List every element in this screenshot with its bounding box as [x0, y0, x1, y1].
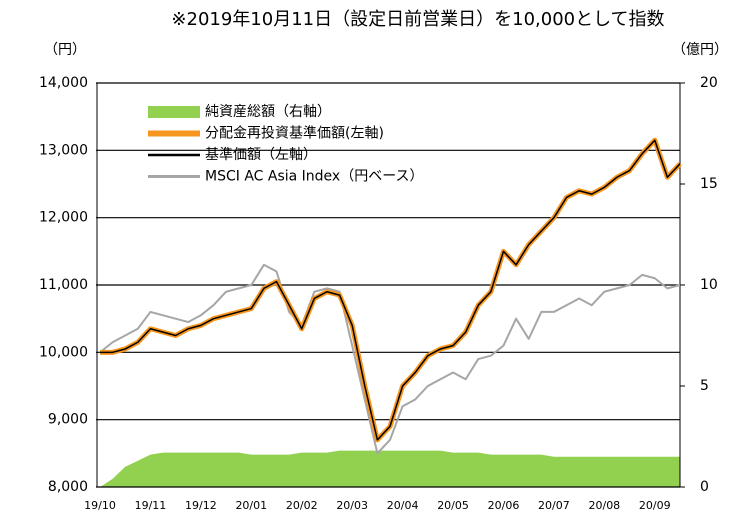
y2-tick-label: 5	[700, 378, 709, 394]
y-tick-label: 12,000	[39, 210, 88, 226]
y-tick-label: 10,000	[39, 344, 88, 360]
legend-label: 基準価額（左軸）	[205, 146, 317, 163]
y-axis-label: （円）	[44, 42, 86, 58]
y-tick-label: 13,000	[39, 142, 88, 158]
line	[99, 263, 681, 455]
line	[100, 137, 682, 443]
x-tick-label: 20/08	[588, 499, 620, 512]
x-tick-label: 20/04	[387, 499, 419, 512]
x-tick-label: 20/03	[336, 499, 368, 512]
x-tick-label: 19/11	[135, 499, 167, 512]
y-tick-label: 11,000	[39, 277, 88, 293]
y2-tick-label: 15	[700, 176, 718, 192]
y-tick-label: 14,000	[39, 75, 88, 91]
line	[100, 139, 681, 441]
area	[100, 450, 680, 487]
x-tick-label: 20/05	[437, 499, 469, 512]
x-tick-label: 20/01	[235, 499, 267, 512]
x-tick-label: 20/09	[639, 499, 671, 512]
legend-label: 純資産総額（右軸）	[205, 104, 331, 120]
x-tick-label: 19/12	[185, 499, 217, 512]
y2-tick-label: 10	[700, 277, 718, 293]
y2-tick-label: 0	[700, 479, 709, 495]
y2-tick-label: 20	[700, 75, 718, 91]
chart-title: ※2019年10月11日（設定日前営業日）を10,000として指数	[171, 9, 664, 30]
x-tick-label: 19/10	[84, 499, 116, 512]
y-tick-label: 8,000	[48, 479, 88, 495]
x-tick-label: 20/02	[286, 499, 318, 512]
x-tick-label: 20/06	[488, 499, 520, 512]
x-tick-label: 20/07	[538, 499, 570, 512]
y-tick-label: 9,000	[48, 412, 88, 428]
legend-swatch	[148, 106, 200, 118]
y2-axis-label: （億円）	[672, 42, 728, 58]
legend-label: MSCI AC Asia Index（円ベース）	[205, 169, 424, 185]
legend-label: 分配金再投資基準価額(左軸)	[205, 125, 384, 142]
